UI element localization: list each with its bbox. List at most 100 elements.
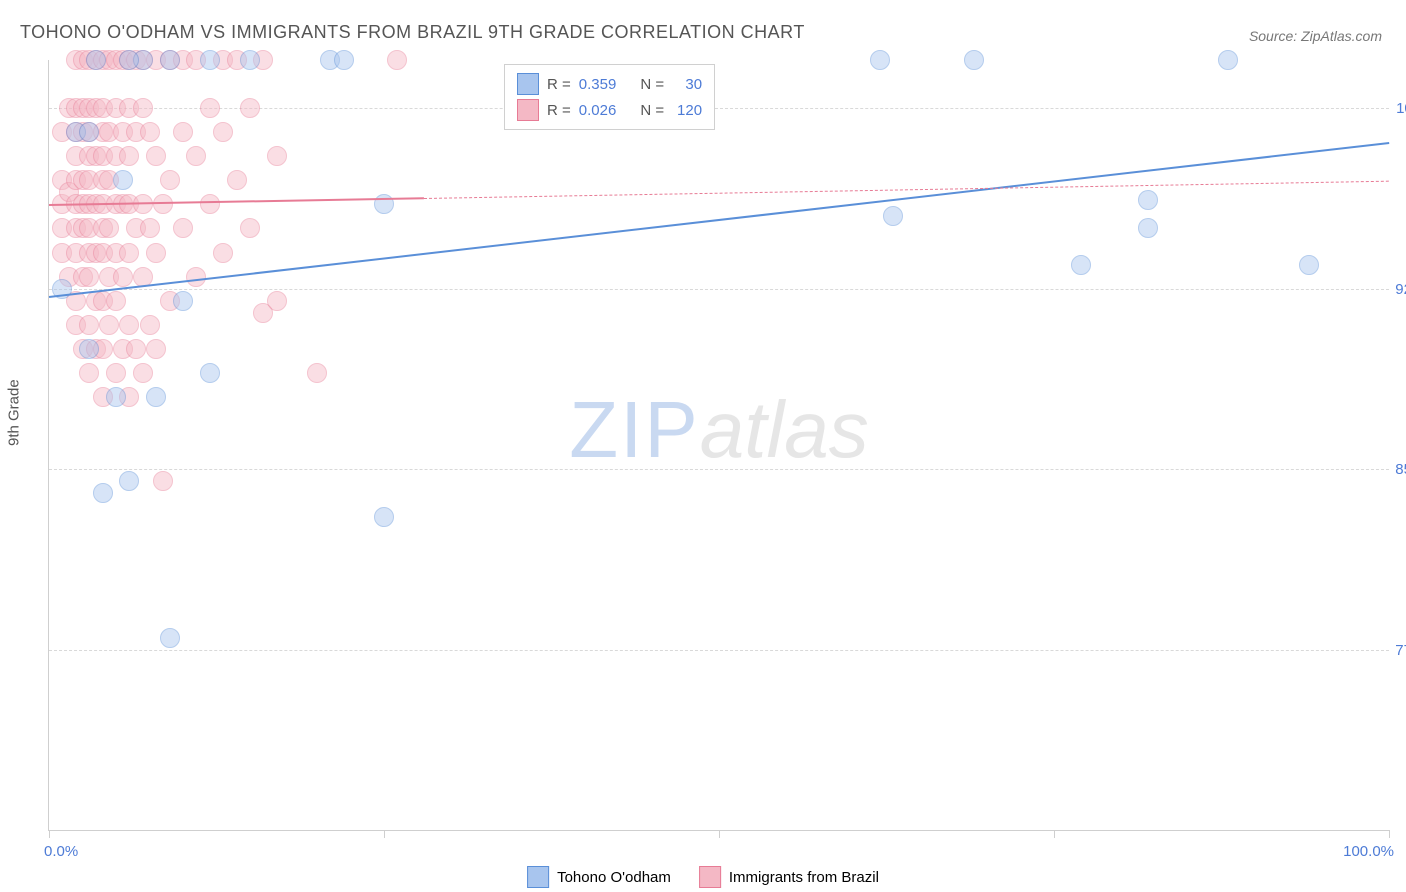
data-point	[160, 50, 180, 70]
data-point	[387, 50, 407, 70]
legend-item-series-2: Immigrants from Brazil	[699, 866, 879, 888]
data-point	[200, 50, 220, 70]
data-point	[240, 98, 260, 118]
data-point	[119, 146, 139, 166]
x-tick	[384, 830, 385, 838]
data-point	[106, 363, 126, 383]
trend-line	[424, 180, 1389, 198]
data-point	[140, 315, 160, 335]
data-point	[140, 218, 160, 238]
data-point	[99, 218, 119, 238]
data-point	[374, 507, 394, 527]
data-point	[106, 387, 126, 407]
x-axis-label-min: 0.0%	[44, 843, 78, 860]
legend-stats-row: R = 0.026 N = 120	[517, 97, 702, 123]
data-point	[186, 267, 206, 287]
data-point	[200, 363, 220, 383]
data-point	[119, 315, 139, 335]
data-point	[173, 122, 193, 142]
y-tick-label: 100.0%	[1396, 100, 1406, 117]
data-point	[200, 98, 220, 118]
data-point	[106, 291, 126, 311]
stat-r-label: R =	[547, 76, 571, 93]
legend-bottom: Tohono O'odham Immigrants from Brazil	[527, 866, 879, 888]
y-tick-label: 85.0%	[1395, 461, 1406, 478]
data-point	[240, 50, 260, 70]
data-point	[173, 218, 193, 238]
data-point	[93, 483, 113, 503]
data-point	[119, 50, 139, 70]
data-point	[870, 50, 890, 70]
data-point	[964, 50, 984, 70]
stat-n-label: N =	[640, 76, 664, 93]
data-point	[240, 218, 260, 238]
legend-label-1: Tohono O'odham	[557, 869, 671, 886]
gridline: 92.5%	[49, 289, 1389, 290]
data-point	[1218, 50, 1238, 70]
data-point	[79, 315, 99, 335]
gridline: 85.0%	[49, 469, 1389, 470]
chart-title: TOHONO O'ODHAM VS IMMIGRANTS FROM BRAZIL…	[20, 22, 805, 43]
data-point	[1071, 255, 1091, 275]
x-tick	[719, 830, 720, 838]
data-point	[160, 628, 180, 648]
data-point	[146, 387, 166, 407]
data-point	[213, 243, 233, 263]
data-point	[146, 243, 166, 263]
data-point	[213, 122, 233, 142]
x-tick	[49, 830, 50, 838]
legend-item-series-1: Tohono O'odham	[527, 866, 671, 888]
x-axis-label-max: 100.0%	[1343, 843, 1394, 860]
gridline: 77.5%	[49, 650, 1389, 651]
data-point	[153, 194, 173, 214]
data-point	[113, 170, 133, 190]
data-point	[227, 170, 247, 190]
data-point	[1138, 218, 1158, 238]
data-point	[267, 146, 287, 166]
stat-r-value: 0.359	[579, 76, 617, 93]
y-axis-title: 9th Grade	[6, 379, 23, 446]
data-point	[79, 122, 99, 142]
stat-n-value: 120	[672, 102, 702, 119]
legend-swatch	[517, 99, 539, 121]
legend-swatch	[517, 73, 539, 95]
data-point	[146, 146, 166, 166]
data-point	[334, 50, 354, 70]
legend-swatch-1	[527, 866, 549, 888]
data-point	[883, 206, 903, 226]
data-point	[79, 267, 99, 287]
data-point	[160, 170, 180, 190]
watermark-atlas: atlas	[700, 385, 869, 474]
data-point	[173, 291, 193, 311]
watermark: ZIPatlas	[569, 384, 868, 476]
legend-label-2: Immigrants from Brazil	[729, 869, 879, 886]
data-point	[307, 363, 327, 383]
data-point	[267, 291, 287, 311]
scatter-plot-area: ZIPatlas 77.5%85.0%92.5%100.0%0.0%100.0%…	[48, 60, 1389, 831]
data-point	[186, 146, 206, 166]
source-attribution: Source: ZipAtlas.com	[1249, 28, 1382, 44]
data-point	[99, 315, 119, 335]
data-point	[119, 471, 139, 491]
data-point	[140, 122, 160, 142]
data-point	[1138, 190, 1158, 210]
data-point	[86, 50, 106, 70]
data-point	[126, 339, 146, 359]
data-point	[79, 363, 99, 383]
data-point	[119, 243, 139, 263]
y-tick-label: 77.5%	[1395, 642, 1406, 659]
data-point	[79, 339, 99, 359]
watermark-zip: ZIP	[569, 385, 699, 474]
x-tick	[1389, 830, 1390, 838]
data-point	[133, 98, 153, 118]
y-tick-label: 92.5%	[1395, 281, 1406, 298]
data-point	[133, 363, 153, 383]
stat-r-label: R =	[547, 102, 571, 119]
stat-r-value: 0.026	[579, 102, 617, 119]
data-point	[113, 267, 133, 287]
stat-n-label: N =	[640, 102, 664, 119]
data-point	[200, 194, 220, 214]
data-point	[146, 339, 166, 359]
legend-stats-box: R =0.359N =30R =0.026N =120	[504, 64, 715, 130]
legend-stats-row: R =0.359N =30	[517, 71, 702, 97]
